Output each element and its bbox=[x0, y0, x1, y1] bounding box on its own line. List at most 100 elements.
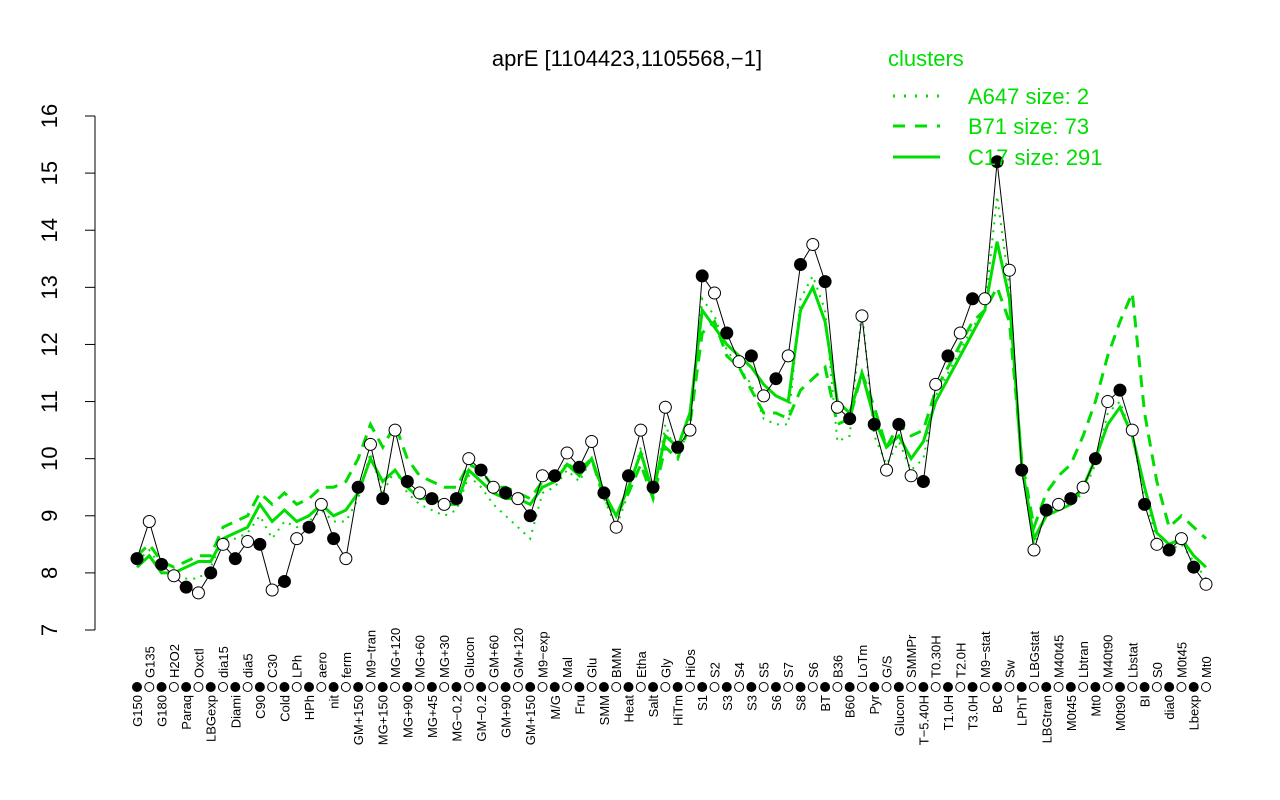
data-point bbox=[130, 552, 144, 566]
x-tick-label: S3 bbox=[720, 695, 735, 711]
legend-label-c17: C17 size: 291 bbox=[968, 145, 1103, 170]
x-tick-label: S1 bbox=[695, 695, 710, 711]
data-point bbox=[757, 389, 771, 403]
rug-mark bbox=[820, 682, 831, 692]
x-tick-label: BMM bbox=[609, 648, 624, 678]
rug-mark bbox=[353, 682, 364, 692]
x-tick-label: T3.0H bbox=[966, 695, 981, 730]
legend-title: clusters bbox=[888, 46, 964, 71]
rug-mark bbox=[562, 682, 573, 692]
rug-mark bbox=[721, 682, 732, 692]
data-point bbox=[597, 486, 611, 500]
x-tick-label: G/S bbox=[880, 655, 895, 678]
data-point bbox=[978, 292, 992, 306]
data-point bbox=[339, 552, 353, 566]
rug-mark bbox=[684, 682, 695, 692]
data-point bbox=[867, 417, 881, 431]
rug-mark bbox=[279, 682, 290, 692]
x-tick-label: GM+60 bbox=[486, 635, 501, 678]
rug-mark bbox=[1053, 682, 1064, 692]
data-point bbox=[142, 514, 156, 528]
data-point bbox=[1101, 395, 1115, 409]
x-tick-label: MG+150 bbox=[376, 695, 391, 745]
data-point bbox=[560, 446, 574, 460]
x-tick-label: GM−0.2 bbox=[474, 695, 489, 742]
data-point bbox=[953, 326, 967, 340]
x-tick-label: HiTm bbox=[671, 695, 686, 726]
rug-mark bbox=[709, 682, 720, 692]
data-point bbox=[892, 417, 906, 431]
data-point bbox=[1162, 543, 1176, 557]
x-tick-label: LPhT bbox=[1015, 695, 1030, 726]
rug-mark bbox=[488, 682, 499, 692]
chart-title: aprE [1104423,1105568,−1] bbox=[492, 46, 762, 71]
data-point bbox=[585, 435, 599, 449]
rug-mark bbox=[267, 682, 278, 692]
x-tick-label: dia5 bbox=[241, 653, 256, 678]
rug-mark bbox=[254, 682, 265, 692]
data-point bbox=[843, 412, 857, 426]
rug-mark bbox=[893, 682, 904, 692]
x-tick-label: HPh bbox=[302, 695, 317, 720]
rug-mark bbox=[1127, 682, 1138, 692]
x-tick-label: S8 bbox=[794, 695, 809, 711]
rug-mark bbox=[1188, 682, 1199, 692]
rug-mark bbox=[660, 682, 671, 692]
rug-mark bbox=[856, 682, 867, 692]
x-tick-label: MG+45 bbox=[425, 695, 440, 738]
data-point bbox=[695, 269, 709, 283]
data-point bbox=[351, 480, 365, 494]
rug-mark bbox=[906, 682, 917, 692]
data-point bbox=[241, 534, 255, 548]
points-line bbox=[136, 161, 1207, 594]
data-point bbox=[818, 275, 832, 289]
x-tick-label: BC bbox=[990, 695, 1005, 713]
rug-mark bbox=[942, 682, 953, 692]
rug-mark bbox=[672, 682, 683, 692]
rug-mark bbox=[390, 682, 401, 692]
data-point bbox=[388, 423, 402, 437]
x-tick-label: M0t90 bbox=[1113, 695, 1128, 731]
x-tick-label: MG−0.2 bbox=[449, 695, 464, 742]
x-tick-label: Oxctl bbox=[191, 648, 206, 678]
data-point bbox=[904, 469, 918, 483]
data-point bbox=[511, 492, 525, 506]
data-point bbox=[769, 372, 783, 386]
x-tick-label: ferm bbox=[339, 652, 354, 678]
x-tick-label: G150 bbox=[130, 695, 145, 727]
data-point bbox=[302, 520, 316, 534]
x-tick-label: Lbexp bbox=[1187, 695, 1202, 730]
rug-mark bbox=[807, 682, 818, 692]
rug-mark bbox=[414, 682, 425, 692]
y-tick-label: 12 bbox=[37, 332, 62, 356]
y-tick-label: 11 bbox=[37, 390, 62, 413]
data-point bbox=[437, 497, 451, 511]
data-point bbox=[916, 475, 930, 489]
x-tick-label: Glucon bbox=[462, 637, 477, 678]
data-point bbox=[744, 349, 758, 363]
x-tick-label: G135 bbox=[142, 646, 157, 678]
x-tick-label: LoTm bbox=[855, 645, 870, 678]
rug-mark bbox=[623, 682, 634, 692]
rug-mark bbox=[328, 682, 339, 692]
data-point bbox=[228, 552, 242, 566]
x-tick-label: Cold bbox=[277, 695, 292, 722]
data-point bbox=[830, 400, 844, 414]
x-tick-label: T0.30H bbox=[929, 635, 944, 678]
x-tick-label: Lbstat bbox=[1125, 642, 1140, 678]
rug-mark bbox=[746, 682, 757, 692]
rug-mark bbox=[979, 682, 990, 692]
x-tick-label: BI bbox=[1138, 695, 1153, 707]
rug-mark bbox=[1102, 682, 1113, 692]
data-point bbox=[1002, 263, 1016, 277]
y-tick-label: 7 bbox=[37, 624, 62, 636]
data-point bbox=[499, 486, 513, 500]
x-tick-label: HiOs bbox=[683, 649, 698, 678]
data-point bbox=[277, 574, 291, 588]
rug-mark bbox=[598, 682, 609, 692]
x-tick-label: SMM bbox=[597, 695, 612, 725]
x-tick-label: Salt bbox=[646, 695, 661, 718]
data-point bbox=[1088, 452, 1102, 466]
